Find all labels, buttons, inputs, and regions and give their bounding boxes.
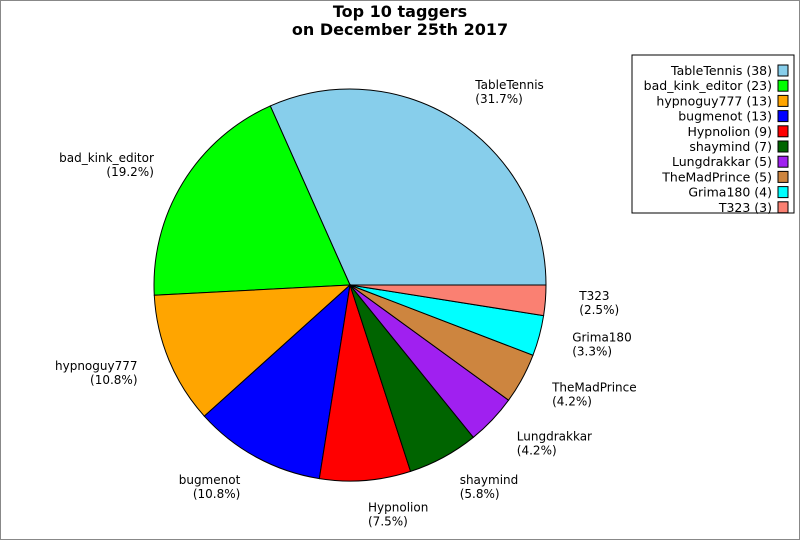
slice-label-bad-kink-editor: bad_kink_editor (19.2%) — [59, 151, 154, 179]
legend-label-shaymind: shaymind (7) — [689, 139, 772, 154]
legend-swatch-tabletennis — [777, 64, 789, 77]
legend-swatch-hypnolion — [777, 125, 789, 138]
legend-label-hypnolion: Hypnolion (9) — [688, 124, 773, 139]
legend-label-bugmenot: bugmenot (13) — [678, 109, 772, 124]
legend-swatch-lungdrakkar — [777, 155, 789, 168]
legend-swatch-grima180 — [777, 186, 789, 199]
legend-label-tabletennis: TableTennis (38) — [670, 63, 772, 78]
slice-label-bugmenot: bugmenot (10.8%) — [179, 473, 241, 501]
chart-title: Top 10 taggers — [333, 2, 467, 21]
legend-swatch-bad-kink-editor — [777, 79, 789, 92]
chart-subtitle: on December 25th 2017 — [292, 20, 508, 39]
legend-label-lungdrakkar: Lungdrakkar (5) — [672, 154, 772, 169]
slice-label-hypnoguy777: hypnoguy777 (10.8%) — [55, 359, 138, 387]
pie-slices — [153, 88, 547, 482]
legend: TableTennis (38)bad_kink_editor (23)hypn… — [631, 54, 795, 215]
legend-label-bad-kink-editor: bad_kink_editor (23) — [644, 78, 772, 93]
pie-slice-hypnoguy777 — [153, 284, 352, 417]
pie-slice-tabletennis — [269, 88, 547, 286]
legend-swatch-hypnoguy777 — [777, 94, 789, 107]
legend-label-hypnoguy777: hypnoguy777 (13) — [656, 93, 772, 108]
legend-label-grima180: Grima180 (4) — [688, 185, 772, 200]
legend-label-t323: T323 (3) — [718, 200, 772, 215]
slice-label-grima180: Grima180 (3.3%) — [572, 331, 632, 359]
pie-slice-t323 — [349, 284, 547, 317]
slice-label-hypnolion: Hypnolion (7.5%) — [368, 500, 428, 528]
slice-label-tabletennis: TableTennis (31.7%) — [474, 78, 544, 106]
slice-label-shaymind: shaymind (5.8%) — [460, 473, 519, 501]
slice-label-t323: T323 (2.5%) — [578, 289, 619, 317]
legend-label-themadprince: TheMadPrince (5) — [661, 169, 772, 184]
legend-box — [631, 54, 795, 214]
legend-swatch-shaymind — [777, 140, 789, 153]
slice-label-themadprince: TheMadPrince (4.2%) — [551, 381, 637, 409]
pie-slice-bad-kink-editor — [153, 105, 351, 296]
slice-label-lungdrakkar: Lungdrakkar (4.2%) — [517, 429, 592, 457]
slice-labels: TableTennis (31.7%) bad_kink_editor (19.2%)… — [55, 78, 637, 528]
legend-swatch-bugmenot — [777, 110, 789, 123]
pie-slice-bugmenot — [203, 283, 351, 480]
legend-swatch-themadprince — [777, 170, 789, 183]
legend-swatch-t323 — [777, 201, 789, 214]
